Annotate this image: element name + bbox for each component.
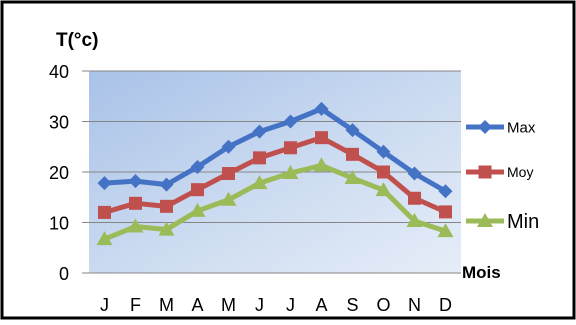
x-tick-label: A <box>191 295 203 315</box>
data-point-moy <box>439 205 452 219</box>
data-point-min <box>220 191 237 206</box>
x-axis-title: Mois <box>462 263 501 282</box>
data-point-max <box>376 144 391 159</box>
x-tick-label: J <box>286 295 295 315</box>
data-point-moy <box>284 141 297 155</box>
data-point-moy <box>160 199 173 213</box>
data-point-min <box>158 221 175 236</box>
x-tick-label: J <box>255 295 264 315</box>
data-point-max <box>407 166 422 181</box>
legend-marker-moy <box>478 165 492 179</box>
data-point-min <box>375 182 392 197</box>
x-tick-label: N <box>408 295 421 315</box>
legend-marker-min <box>477 213 493 227</box>
legend-label-min: Min <box>507 211 539 233</box>
data-point-min <box>344 170 361 185</box>
legend-marker-max <box>478 120 492 134</box>
data-point-moy <box>408 191 421 205</box>
data-point-moy <box>191 183 204 197</box>
data-point-moy <box>253 151 266 165</box>
data-point-min <box>251 175 268 190</box>
y-tick-label: 30 <box>49 113 69 133</box>
data-point-max <box>314 101 329 116</box>
x-tick-label: A <box>315 295 327 315</box>
data-point-max <box>252 124 267 139</box>
legend-label-moy: Moy <box>507 164 533 180</box>
data-point-max <box>438 184 453 199</box>
y-tick-label: 0 <box>59 264 69 284</box>
x-tick-label: O <box>376 295 390 315</box>
y-tick-label: 40 <box>49 62 69 82</box>
data-point-min <box>189 202 206 217</box>
y-tick-label: 10 <box>49 214 69 234</box>
data-point-moy <box>377 165 390 179</box>
legend-label-max: Max <box>507 119 536 136</box>
data-point-max <box>345 123 360 138</box>
data-point-max <box>283 114 298 129</box>
data-point-moy <box>315 131 328 145</box>
data-point-max <box>221 139 236 154</box>
x-tick-label: D <box>439 295 452 315</box>
data-point-min <box>437 223 454 238</box>
data-point-moy <box>98 205 111 219</box>
data-point-min <box>127 218 144 233</box>
data-point-min <box>96 231 113 246</box>
x-tick-label: S <box>346 295 358 315</box>
data-point-moy <box>222 167 235 181</box>
x-tick-label: F <box>130 295 141 315</box>
data-point-max <box>128 174 143 189</box>
data-point-moy <box>129 196 142 210</box>
data-point-max <box>190 159 205 174</box>
data-point-moy <box>346 147 359 161</box>
y-tick-label: 20 <box>49 163 69 183</box>
x-tick-label: M <box>221 295 236 315</box>
y-axis-title: T(°c) <box>56 30 98 51</box>
data-point-max <box>159 177 174 192</box>
data-point-max <box>97 176 112 191</box>
x-tick-label: J <box>100 295 109 315</box>
data-point-min <box>406 212 423 227</box>
data-point-min <box>313 157 330 172</box>
data-point-min <box>282 165 299 180</box>
x-tick-label: M <box>159 295 174 315</box>
